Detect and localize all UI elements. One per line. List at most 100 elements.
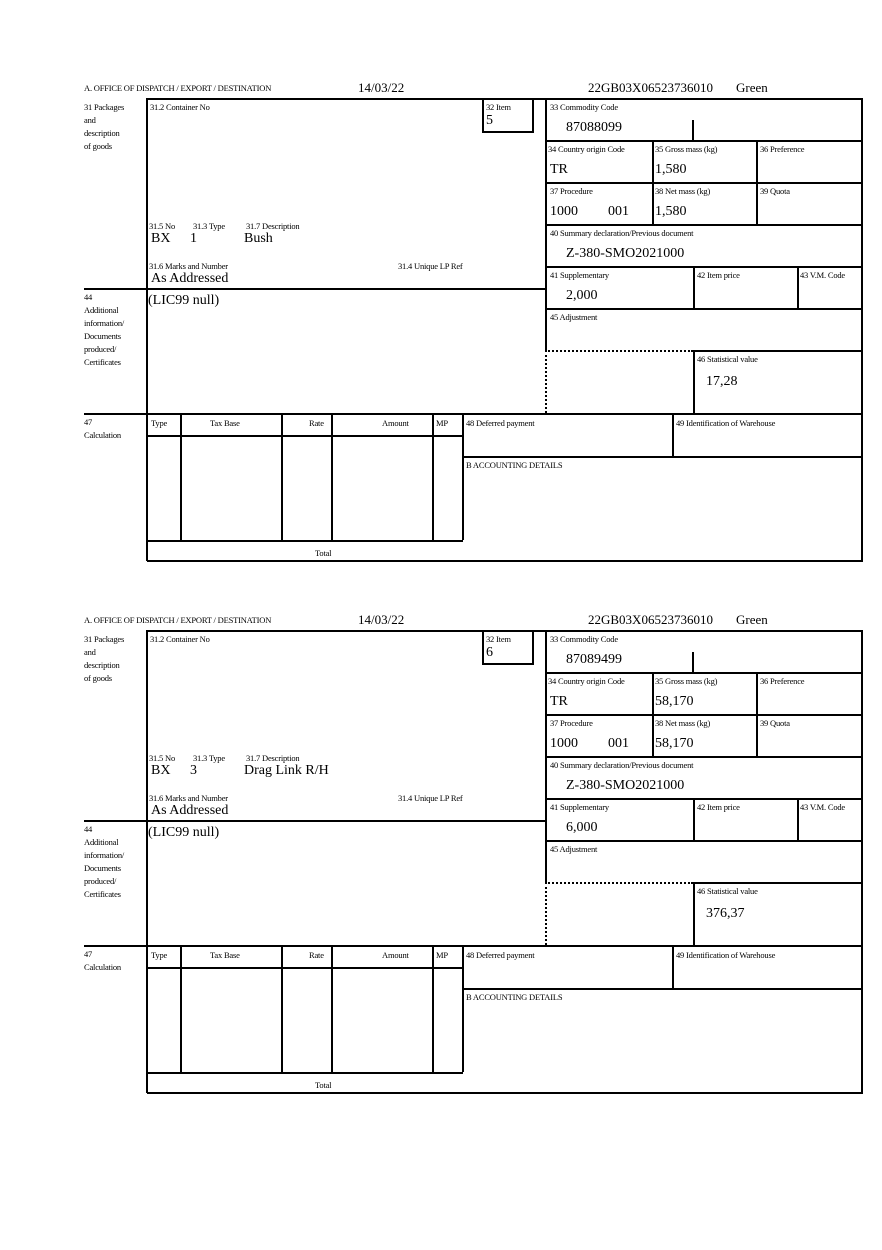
gross-mass-value: 1,580 xyxy=(655,162,687,177)
divider xyxy=(861,630,863,1093)
pkg-no-value: BX xyxy=(151,231,171,246)
net-mass-value: 1,580 xyxy=(655,204,687,219)
divider xyxy=(545,350,693,352)
declaration-reference: 22GB03X06523736010 xyxy=(588,612,713,627)
net-mass-label: 38 Net mass (kg) xyxy=(655,718,711,728)
summary-declaration-value: Z-380-SMO2021000 xyxy=(566,778,685,793)
country-origin-label: 34 Country origin Code xyxy=(548,144,625,154)
country-origin-label: 34 Country origin Code xyxy=(548,676,625,686)
divider xyxy=(545,882,693,884)
divider xyxy=(672,945,674,988)
calc-rate-header: Rate xyxy=(309,950,324,960)
divider xyxy=(147,967,463,969)
deferred-payment-label: 48 Deferred payment xyxy=(466,418,535,428)
divider xyxy=(281,413,283,540)
calc-rate-header: Rate xyxy=(309,418,324,428)
divider xyxy=(693,798,695,840)
divider xyxy=(482,131,534,133)
divider xyxy=(432,413,434,540)
divider xyxy=(532,100,534,132)
label-line: 47 xyxy=(84,949,93,959)
supplementary-label: 41 Supplementary xyxy=(550,802,609,812)
pkg-no-value: BX xyxy=(151,763,171,778)
pkg-no-label: 31.5 No xyxy=(149,753,175,763)
statistical-value-label: 46 Statistical value xyxy=(697,354,758,364)
divider xyxy=(331,945,333,1072)
label-line: of goods xyxy=(84,673,112,683)
divider xyxy=(545,182,863,184)
label-line: description xyxy=(84,660,120,670)
box-44-label: 44 Additional information/ Documents pro… xyxy=(84,291,124,369)
route-status: Green xyxy=(736,80,768,95)
calc-type-header: Type xyxy=(151,950,168,960)
container-no-label: 31.2 Container No xyxy=(150,102,210,112)
pkg-type-value: 3 xyxy=(190,763,197,778)
accounting-details-label: B ACCOUNTING DETAILS xyxy=(466,992,563,1002)
container-no-label: 31.2 Container No xyxy=(150,634,210,644)
calc-amount-header: Amount xyxy=(382,418,409,428)
divider xyxy=(482,632,484,664)
label-line: Documents xyxy=(84,331,121,341)
deferred-payment-label: 48 Deferred payment xyxy=(466,950,535,960)
country-origin-value: TR xyxy=(550,694,568,709)
divider xyxy=(692,120,694,140)
supplementary-value: 2,000 xyxy=(566,288,598,303)
pkg-no-label: 31.5 No xyxy=(149,221,175,231)
label-line: 31 Packages xyxy=(84,634,125,644)
label-line: 44 xyxy=(84,824,93,834)
supplementary-value: 6,000 xyxy=(566,820,598,835)
divider xyxy=(462,456,863,458)
office-label: A. OFFICE OF DISPATCH / EXPORT / DESTINA… xyxy=(84,83,272,93)
label-line: and xyxy=(84,115,96,125)
divider xyxy=(84,820,546,822)
divider xyxy=(756,140,758,224)
divider xyxy=(861,98,863,561)
marks-numbers-value: As Addressed xyxy=(151,803,229,818)
divider xyxy=(692,652,694,672)
procedure-suffix-value: 001 xyxy=(608,736,629,751)
calc-amount-header: Amount xyxy=(382,950,409,960)
label-line: produced/ xyxy=(84,344,117,354)
item-number: 5 xyxy=(486,113,493,128)
procedure-label: 37 Procedure xyxy=(550,186,593,196)
warehouse-id-label: 49 Identification of Warehouse xyxy=(676,418,776,428)
commodity-code-value: 87088099 xyxy=(566,120,622,135)
customs-declaration-item-form: A. OFFICE OF DISPATCH / EXPORT / DESTINA… xyxy=(0,80,882,570)
statistical-value-value: 17,28 xyxy=(706,374,738,389)
customs-declaration-item-form: A. OFFICE OF DISPATCH / EXPORT / DESTINA… xyxy=(0,612,882,1102)
divider xyxy=(545,672,863,674)
unique-lp-ref-label: 31.4 Unique LP Ref xyxy=(398,261,463,271)
accounting-details-label: B ACCOUNTING DETAILS xyxy=(466,460,563,470)
divider xyxy=(146,630,148,1093)
unique-lp-ref-label: 31.4 Unique LP Ref xyxy=(398,793,463,803)
vm-code-label: 43 V.M. Code xyxy=(800,802,845,812)
divider xyxy=(147,1072,463,1074)
adjustment-label: 45 Adjustment xyxy=(550,844,598,854)
box-47-label: 47 Calculation xyxy=(84,416,121,442)
label-line: Certificates xyxy=(84,889,121,899)
divider xyxy=(84,945,863,947)
route-status: Green xyxy=(736,612,768,627)
marks-numbers-value: As Addressed xyxy=(151,271,229,286)
item-number: 6 xyxy=(486,645,493,660)
divider xyxy=(331,413,333,540)
statistical-value-value: 376,37 xyxy=(706,906,745,921)
commodity-code-value: 87089499 xyxy=(566,652,622,667)
divider xyxy=(147,630,863,632)
calc-mp-header: MP xyxy=(436,950,448,960)
divider xyxy=(147,1092,863,1094)
preference-label: 36 Preference xyxy=(760,676,805,686)
calc-mp-header: MP xyxy=(436,418,448,428)
divider xyxy=(532,632,534,664)
divider xyxy=(545,714,863,716)
label-line: of goods xyxy=(84,141,112,151)
total-label: Total xyxy=(315,1080,332,1090)
divider xyxy=(482,100,484,132)
quota-label: 39 Quota xyxy=(760,718,790,728)
pkg-type-label: 31.3 Type xyxy=(193,221,225,231)
commodity-code-label: 33 Commodity Code xyxy=(550,634,618,644)
divider xyxy=(462,413,464,540)
total-label: Total xyxy=(315,548,332,558)
divider xyxy=(545,308,863,310)
summary-declaration-label: 40 Summary declaration/Previous document xyxy=(550,760,694,770)
